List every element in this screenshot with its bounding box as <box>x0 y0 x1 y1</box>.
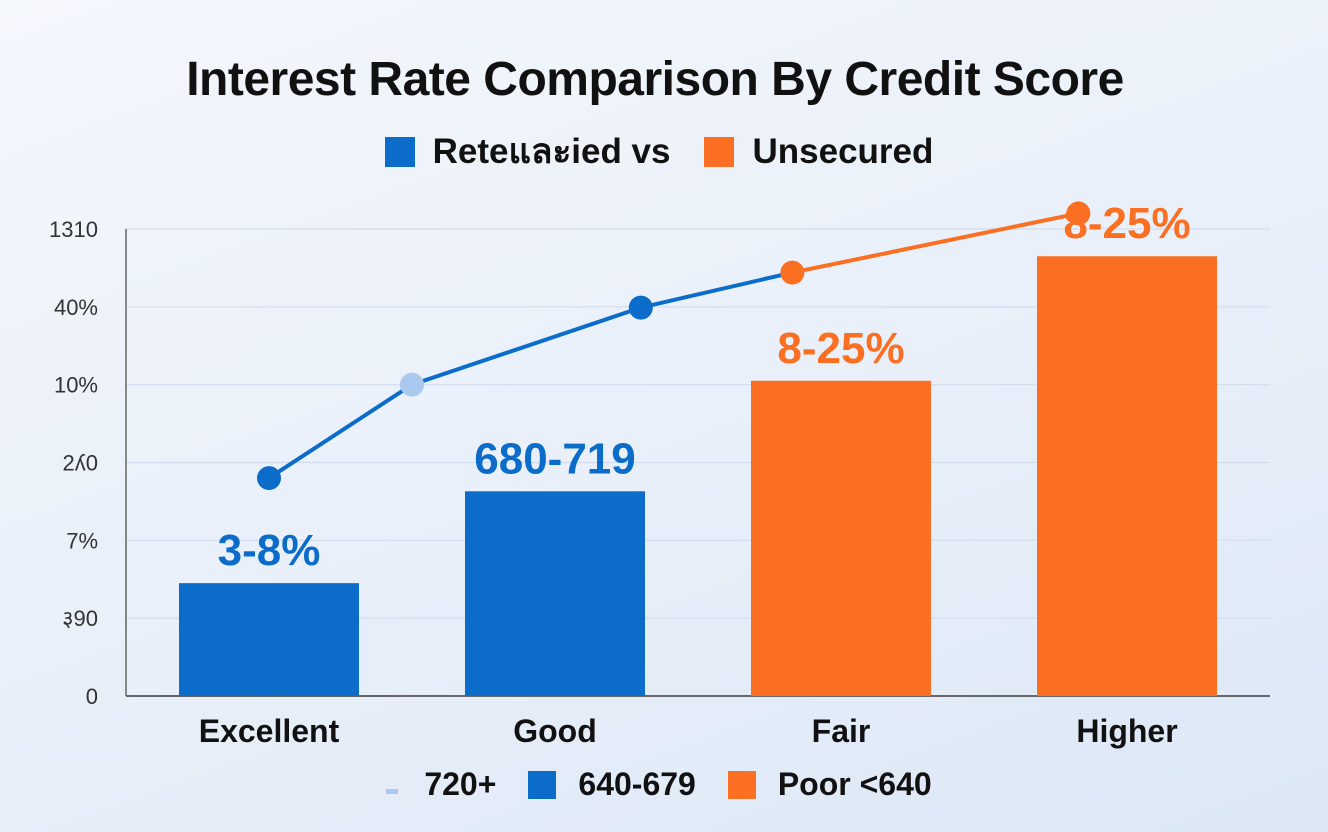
bar <box>465 491 645 696</box>
trend-point <box>1066 201 1091 226</box>
trend-line-segment <box>638 270 795 310</box>
trend-line-segment <box>410 305 643 387</box>
legend-item-640-679: 640-679 <box>528 766 696 803</box>
x-tick-label: Higher <box>1076 713 1177 749</box>
legend-label-poor: Poor <640 <box>777 766 932 802</box>
trend-point <box>628 295 653 320</box>
legend-item-720-plus: 720+ <box>386 766 496 803</box>
legend-item-unsecured: Unsecured <box>704 132 933 172</box>
bar <box>751 380 931 696</box>
trend-point <box>257 466 281 491</box>
legend-dash-light-blue <box>386 789 399 794</box>
bar <box>179 583 359 696</box>
trend-point <box>400 372 424 397</box>
bottom-legend: 720+ 640-679 Poor <640 <box>0 766 1318 803</box>
legend-swatch-blue <box>528 770 557 799</box>
y-tick-label: 0 <box>86 684 98 709</box>
y-tick-label: ३90 <box>62 606 98 631</box>
bar-data-label: 3-8% <box>218 526 321 575</box>
trend-line-segment <box>790 211 1081 275</box>
bar-chart: 0 ३90 7% 2ʎ0 10% 40% 1310 3-8% Excellent 680-719 G… <box>49 199 1270 749</box>
legend-item-secured: Reteและied vs <box>384 124 671 179</box>
legend-label-640-679: 640-679 <box>578 766 696 802</box>
bar-data-label: 680-719 <box>474 434 635 483</box>
top-legend: Reteและied vs Unsecured <box>0 124 1318 179</box>
y-tick-label: 40% <box>54 295 98 320</box>
y-tick-label: 10% <box>54 373 98 398</box>
x-tick-label: Good <box>513 713 597 749</box>
trend-point <box>780 260 805 285</box>
legend-label-unsecured: Unsecured <box>752 131 934 171</box>
y-tick-label: 7% <box>66 528 98 553</box>
legend-label-720-plus: 720+ <box>424 766 497 802</box>
y-tick-label: 1310 <box>49 217 98 242</box>
x-tick-label: Fair <box>812 713 871 749</box>
legend-label-secured: Reteและied vs <box>432 132 671 171</box>
legend-swatch-orange <box>704 136 735 167</box>
y-tick-label: 2ʎ0 <box>63 451 98 476</box>
legend-item-poor: Poor <640 <box>727 766 932 803</box>
bar-data-label: 8-25% <box>777 324 904 373</box>
trend-line-segment <box>267 382 414 481</box>
chart-title: Interest Rate Comparison By Credit Score <box>186 53 1124 106</box>
bar <box>1037 256 1217 696</box>
x-tick-label: Excellent <box>199 713 340 749</box>
legend-swatch-blue <box>384 136 415 167</box>
legend-swatch-orange <box>727 770 756 799</box>
